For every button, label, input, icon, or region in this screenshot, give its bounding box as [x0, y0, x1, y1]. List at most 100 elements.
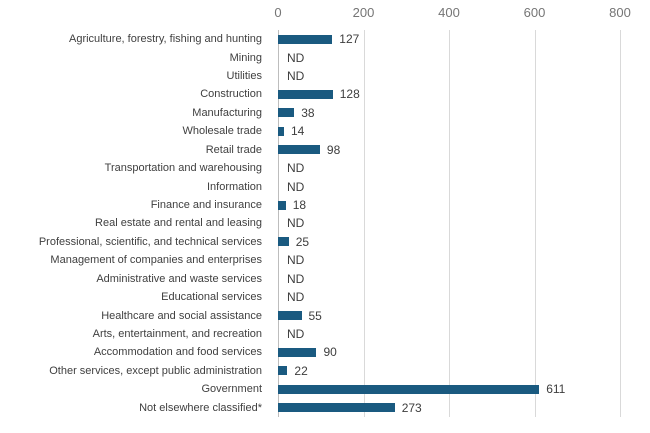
bar-area: ND — [278, 325, 650, 343]
value-label: 127 — [339, 32, 360, 47]
bar-row: Finance and insurance 18 — [0, 196, 650, 214]
bar-row: Accommodation and food services 90 — [0, 343, 650, 361]
bar-area: 38 — [278, 104, 650, 122]
bar-area: 22 — [278, 362, 650, 380]
bar-row: Government 611 — [0, 380, 650, 398]
x-tick-label: 800 — [609, 5, 631, 20]
value-label: 14 — [290, 124, 305, 139]
bar-area: 98 — [278, 141, 650, 159]
bar-row: Retail trade 98 — [0, 141, 650, 159]
bar-row: Educational services ND — [0, 288, 650, 306]
bar-area: 128 — [278, 85, 650, 103]
value-label: 22 — [294, 363, 308, 378]
bar — [278, 89, 333, 99]
value-label: 25 — [295, 234, 310, 249]
bar-row: Information ND — [0, 177, 650, 195]
no-data-label: ND — [287, 50, 305, 65]
no-data-label: ND — [287, 271, 305, 286]
bar-area: 25 — [278, 233, 650, 251]
bar-row: Manufacturing 38 — [0, 104, 650, 122]
value-label: 98 — [326, 142, 341, 157]
bar-area: ND — [278, 288, 650, 306]
no-data-label: ND — [287, 326, 305, 341]
bar-row: Arts, entertainment, and recreation ND — [0, 325, 650, 343]
bar-area: ND — [278, 269, 650, 287]
grid-line — [620, 30, 621, 417]
no-data-label: ND — [287, 179, 305, 194]
bar — [278, 145, 320, 155]
x-tick-label: 0 — [274, 5, 282, 20]
category-label: Agriculture, forestry, fishing and hunti… — [68, 33, 262, 46]
bar-row: Management of companies and enterprises N… — [0, 251, 650, 269]
bar-area: 18 — [278, 196, 650, 214]
category-label: Professional, scientific, and technical … — [38, 235, 262, 248]
bar-row: Real estate and rental and leasing ND — [0, 214, 650, 232]
bar — [278, 366, 288, 376]
bar — [278, 403, 395, 413]
category-label: Mining — [229, 51, 262, 64]
bar — [278, 108, 295, 118]
bar-area: ND — [278, 214, 650, 232]
x-tick-label: 200 — [352, 5, 375, 20]
bar — [278, 34, 333, 44]
bar — [278, 384, 540, 394]
category-label: Transportation and warehousing — [104, 162, 262, 175]
bar-rows: Agriculture, forestry, fishing and hunti… — [0, 30, 650, 417]
bar-row: Other services, except public administra… — [0, 362, 650, 380]
bar-row: Mining ND — [0, 48, 650, 66]
bar — [278, 200, 286, 210]
category-label: Wholesale trade — [182, 125, 263, 138]
bar-row: Healthcare and social assistance 55 — [0, 306, 650, 324]
category-label: Healthcare and social assistance — [101, 309, 262, 322]
category-label: Manufacturing — [192, 106, 262, 119]
category-label: Management of companies and enterprises — [50, 254, 262, 267]
bar — [278, 237, 289, 247]
bar — [278, 311, 302, 321]
bar-row: Utilities ND — [0, 67, 650, 85]
bar-row: Agriculture, forestry, fishing and hunti… — [0, 30, 650, 48]
no-data-label: ND — [287, 216, 305, 231]
bar-area: 273 — [278, 398, 650, 416]
bar-area: 55 — [278, 306, 650, 324]
category-label: Arts, entertainment, and recreation — [92, 327, 262, 340]
category-label: Educational services — [161, 291, 262, 304]
bar-row: Not elsewhere classified* 273 — [0, 398, 650, 416]
x-tick-label: 400 — [438, 5, 460, 20]
value-label: 273 — [401, 400, 422, 415]
no-data-label: ND — [287, 161, 305, 176]
x-tick-label: 600 — [523, 5, 546, 20]
bar-area: ND — [278, 251, 650, 269]
bar-area: 611 — [278, 380, 650, 398]
grid-line — [363, 30, 365, 417]
category-label: Utilities — [226, 70, 262, 83]
bar-row: Administrative and waste services ND — [0, 269, 650, 287]
bar-area: ND — [278, 67, 650, 85]
category-label: Government — [201, 383, 262, 396]
value-label: 55 — [308, 308, 322, 323]
category-label: Construction — [200, 88, 262, 101]
bar-area: ND — [278, 48, 650, 66]
bar — [278, 347, 317, 357]
bar-area: 14 — [278, 122, 650, 140]
axis-line — [278, 30, 279, 417]
category-label: Accommodation and food services — [93, 346, 262, 359]
no-data-label: ND — [287, 69, 305, 84]
category-label: Real estate and rental and leasing — [95, 217, 262, 230]
grid-line — [534, 30, 536, 417]
bar-area: ND — [278, 159, 650, 177]
bar — [278, 126, 284, 136]
no-data-label: ND — [287, 290, 305, 305]
bar-row: Construction 128 — [0, 85, 650, 103]
bar-area: 90 — [278, 343, 650, 361]
category-label: Information — [206, 180, 262, 193]
bar-row: Wholesale trade 14 — [0, 122, 650, 140]
grid-line — [449, 30, 450, 417]
category-label: Finance and insurance — [150, 199, 262, 211]
category-label: Not elsewhere classified* — [139, 401, 262, 414]
value-label: 90 — [323, 345, 337, 360]
category-label: Administrative and waste services — [96, 272, 262, 285]
value-label: 18 — [292, 198, 307, 212]
value-label: 611 — [546, 382, 566, 397]
value-label: 128 — [339, 87, 360, 102]
value-label: 38 — [301, 105, 315, 120]
